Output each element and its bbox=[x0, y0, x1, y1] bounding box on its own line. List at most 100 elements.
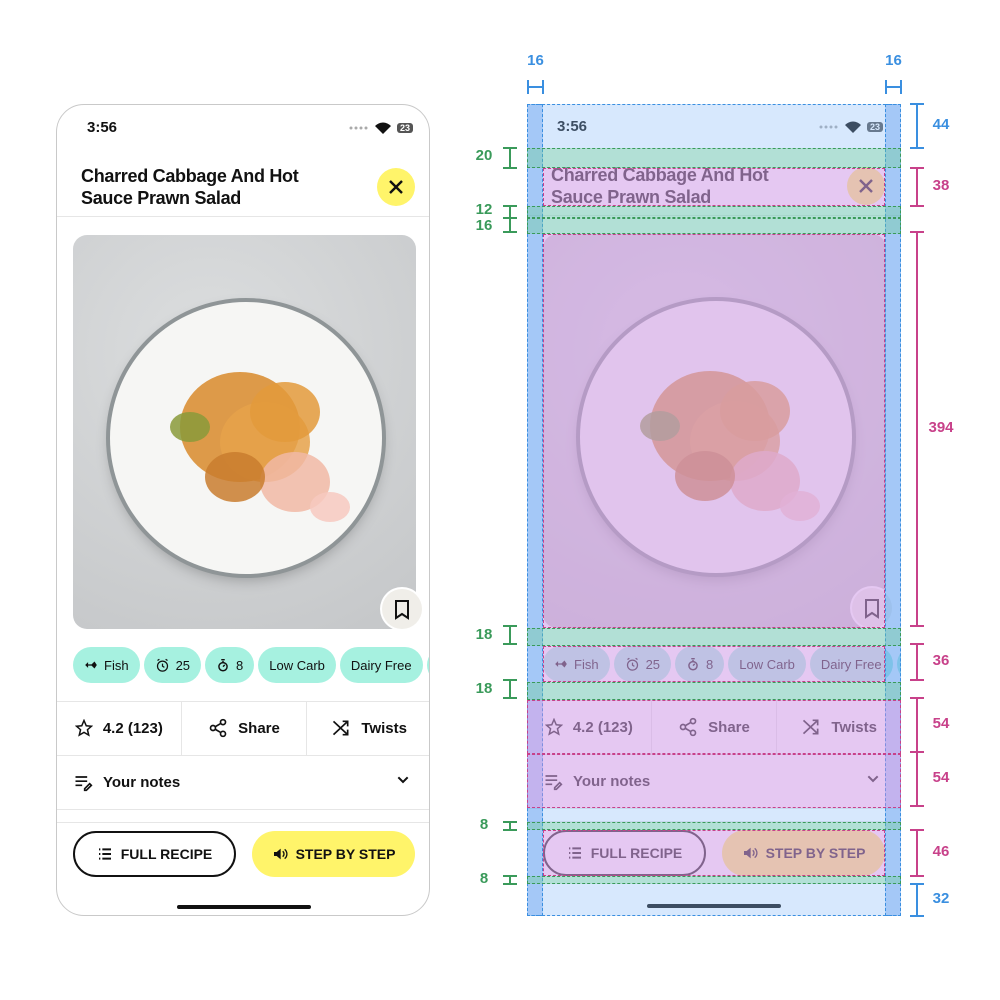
recipe-photo bbox=[543, 234, 886, 628]
dimension-label: 32 bbox=[932, 890, 950, 907]
star-icon bbox=[74, 719, 93, 737]
tag-label: Dairy Free bbox=[820, 656, 882, 672]
close-icon bbox=[859, 179, 873, 193]
battery: 23 bbox=[397, 123, 414, 133]
fish-icon bbox=[555, 660, 567, 668]
twists-icon bbox=[803, 719, 819, 735]
twists-button[interactable]: Twists bbox=[307, 701, 429, 755]
rating: 4.2 (123) bbox=[102, 719, 163, 737]
close-button[interactable] bbox=[847, 167, 885, 205]
share-label: Share bbox=[238, 719, 280, 737]
recipe-title: Charred Cabbage And Hot Sauce Prawn Sala… bbox=[81, 166, 299, 208]
dimension-label: 12 bbox=[475, 201, 493, 218]
tag-label: 25 bbox=[175, 657, 191, 673]
full-recipe-button[interactable]: FULL RECIPE bbox=[73, 831, 236, 877]
overlay-gap bbox=[527, 876, 901, 884]
tag-chip[interactable]: Fish bbox=[543, 646, 610, 682]
chevron bbox=[395, 772, 411, 792]
overlay-gap bbox=[527, 822, 901, 830]
clock-icon bbox=[626, 657, 638, 671]
overlay-gap bbox=[527, 148, 901, 168]
twists-button[interactable]: Twists bbox=[777, 700, 901, 754]
notes-icon bbox=[545, 775, 563, 791]
notes-row[interactable]: Your notes bbox=[527, 754, 901, 808]
wifi-icon bbox=[375, 122, 391, 134]
food bbox=[720, 381, 790, 441]
dimension-label: 20 bbox=[475, 147, 493, 164]
tag-chip[interactable]: Dairy Free bbox=[339, 647, 423, 683]
overlay-block bbox=[527, 700, 901, 754]
speaker-icon bbox=[743, 847, 758, 859]
speaker-icon bbox=[273, 848, 288, 860]
close-button[interactable] bbox=[377, 168, 415, 206]
tag-label: Low Carb bbox=[739, 656, 795, 672]
overlay-screen bbox=[527, 104, 901, 916]
dimension-label: 18 bbox=[475, 626, 493, 643]
tag-chip[interactable]: Low Carb bbox=[258, 647, 336, 683]
tag-row: Fish 25 8 Low Carb Dairy Free Nut bbox=[73, 647, 429, 683]
rating-button[interactable]: 4.2 (123) bbox=[57, 701, 182, 755]
status-icons: 23 bbox=[349, 122, 414, 134]
recipe-photo bbox=[73, 235, 416, 629]
dimension-label: 8 bbox=[479, 816, 489, 833]
tag-chip[interactable]: 25 bbox=[613, 646, 672, 682]
tag-label: 8 bbox=[236, 657, 244, 673]
step-by-step-label: STEP BY STEP bbox=[295, 846, 396, 862]
phone-screen: 3:56 23 Charred Cabbage And Hot Sauce Pr… bbox=[527, 104, 901, 916]
tag-chip[interactable]: 8 bbox=[675, 646, 725, 682]
wifi-icon bbox=[845, 121, 861, 133]
bookmark-icon bbox=[865, 599, 879, 619]
tag-label: Dairy Free bbox=[350, 657, 412, 673]
overlay-padding bbox=[885, 104, 901, 916]
tag-chip[interactable]: Fish bbox=[73, 647, 140, 683]
full-recipe-label: FULL RECIPE bbox=[590, 845, 683, 861]
tag-chip[interactable]: Nut bbox=[426, 647, 429, 683]
dimension-label: 54 bbox=[932, 769, 950, 786]
tag-chip[interactable]: Dairy Free bbox=[809, 646, 893, 682]
food bbox=[310, 492, 350, 522]
divider bbox=[57, 755, 429, 756]
divider bbox=[57, 809, 429, 810]
rating-button[interactable]: 4.2 (123) bbox=[527, 700, 652, 754]
tag-label: 8 bbox=[706, 656, 714, 672]
dimension-label: 394 bbox=[928, 419, 954, 436]
home-indicator bbox=[647, 904, 781, 908]
tag-chip[interactable]: Nut bbox=[896, 646, 901, 682]
signal-dots bbox=[819, 125, 838, 129]
overlay-gap bbox=[527, 682, 901, 700]
notes: Your notes bbox=[543, 771, 865, 791]
status-time: 3:56 bbox=[557, 118, 588, 135]
twists-icon bbox=[333, 720, 349, 736]
share-button[interactable]: Share bbox=[182, 701, 308, 755]
action-row: 4.2 (123) Share Twists bbox=[527, 700, 901, 754]
food bbox=[205, 452, 265, 502]
overlay-gap bbox=[527, 628, 901, 646]
dimension-label: 36 bbox=[932, 652, 950, 669]
overlay-block bbox=[527, 754, 901, 808]
signal-dots bbox=[349, 126, 368, 130]
overlay-gap bbox=[527, 206, 901, 218]
tag-chip[interactable]: Low Carb bbox=[728, 646, 806, 682]
divider bbox=[527, 808, 901, 809]
plate bbox=[110, 302, 382, 574]
bookmark-icon bbox=[395, 600, 409, 620]
bookmark-button[interactable] bbox=[382, 589, 422, 629]
list-icon bbox=[98, 848, 111, 860]
recipe-title: Charred Cabbage And Hot Sauce Prawn Sala… bbox=[551, 165, 769, 207]
overlay-block bbox=[543, 234, 885, 628]
step-by-step-button[interactable]: STEP BY STEP bbox=[722, 830, 885, 876]
notes-row[interactable]: Your notes bbox=[57, 755, 429, 809]
notes-label: Your notes bbox=[573, 772, 651, 790]
share-label: Share bbox=[708, 718, 750, 736]
divider bbox=[527, 215, 901, 216]
food bbox=[170, 412, 210, 442]
clock-icon bbox=[156, 658, 168, 672]
tag-chip[interactable]: 8 bbox=[205, 647, 255, 683]
share-button[interactable]: Share bbox=[652, 700, 778, 754]
tag-chip[interactable]: 25 bbox=[143, 647, 202, 683]
step-by-step-button[interactable]: STEP BY STEP bbox=[252, 831, 415, 877]
divider bbox=[57, 701, 429, 702]
chevron-icon bbox=[397, 776, 409, 784]
step-by-step-label: STEP BY STEP bbox=[765, 845, 866, 861]
home-indicator bbox=[177, 905, 311, 909]
